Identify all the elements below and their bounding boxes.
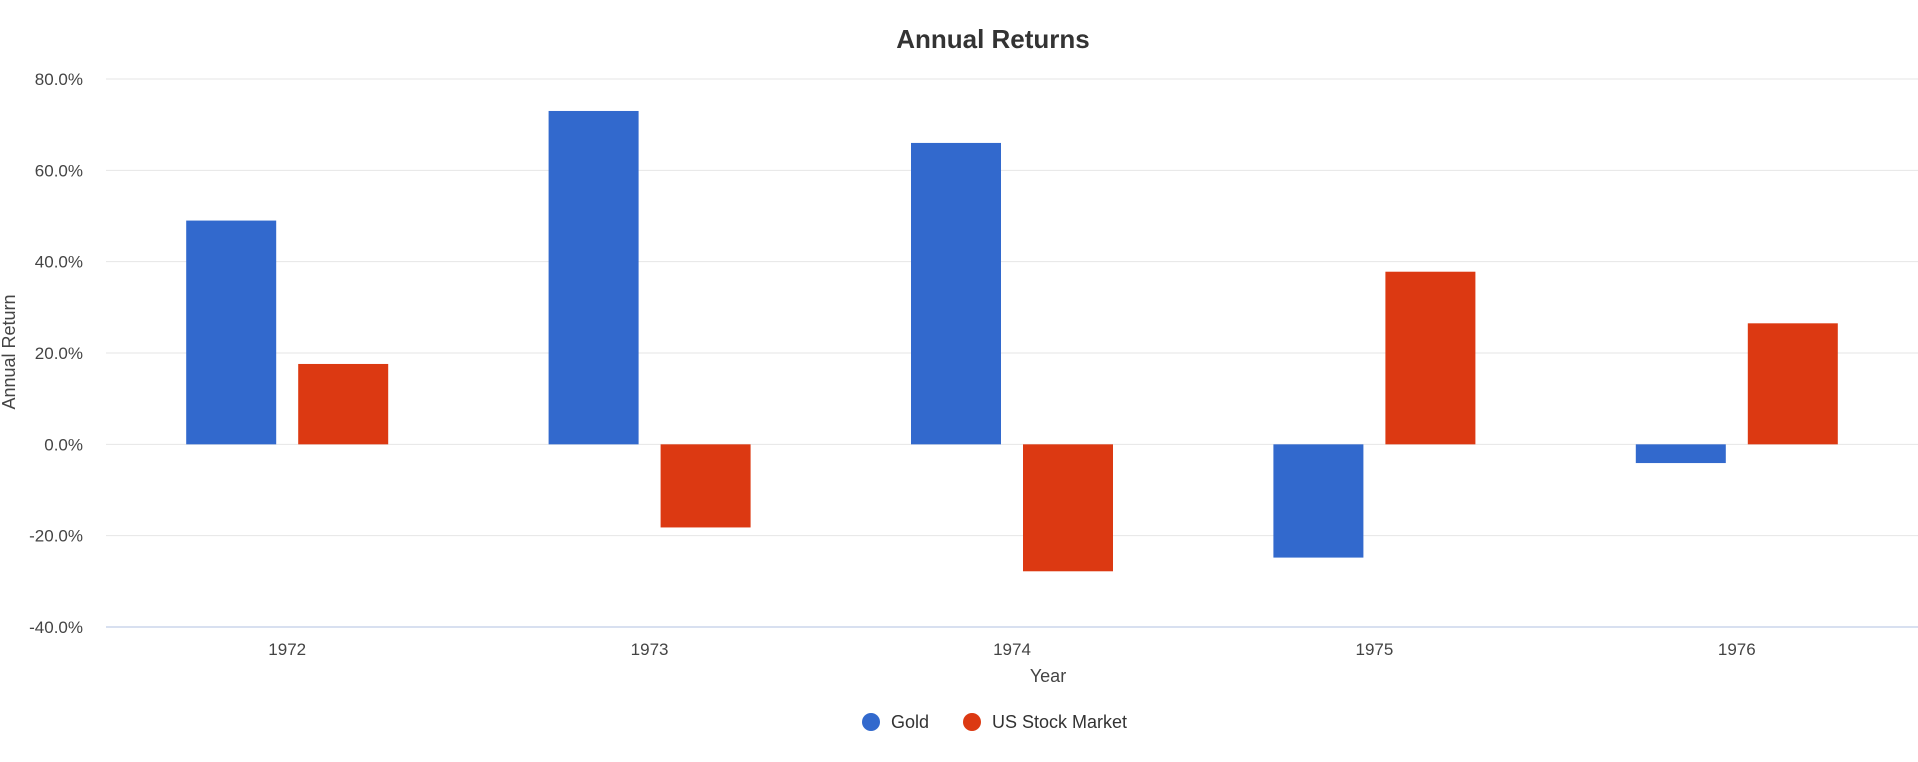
bar-us-stock-market-1975[interactable] — [1385, 271, 1476, 445]
bar-us-stock-market-1976[interactable] — [1747, 323, 1838, 445]
legend-marker — [963, 713, 981, 731]
x-tick-label: 1972 — [268, 640, 306, 659]
x-tick-label: 1975 — [1355, 640, 1393, 659]
bar-gold-1973[interactable] — [548, 110, 639, 445]
y-axis-title: Annual Return — [0, 294, 19, 409]
legend-item-gold[interactable]: Gold — [862, 712, 929, 732]
x-tick-label: 1974 — [993, 640, 1031, 659]
bar-gold-1975[interactable] — [1273, 444, 1364, 558]
bar-gold-1974[interactable] — [911, 142, 1001, 445]
bar-us-stock-market-1972[interactable] — [298, 363, 389, 445]
y-tick-label: 0.0% — [44, 435, 83, 454]
axes: 80.0% 60.0% 40.0% 20.0% 0.0% -20.0% -40.0% 1972… — [29, 70, 1918, 659]
bar-gold-1976[interactable] — [1635, 444, 1726, 464]
gridlines — [106, 78, 1918, 537]
legend-label: US Stock Market — [992, 712, 1127, 732]
x-axis-title: Year — [1030, 666, 1066, 686]
y-tick-label: 80.0% — [35, 70, 83, 89]
y-tick-label: 60.0% — [35, 161, 83, 180]
y-tick-label: -20.0% — [29, 527, 83, 546]
legend: Gold US Stock Market — [862, 712, 1127, 732]
y-tick-label: -40.0% — [29, 618, 83, 637]
x-tick-label: 1973 — [631, 640, 669, 659]
legend-label: Gold — [891, 712, 929, 732]
y-tick-label: 20.0% — [35, 344, 83, 363]
legend-item-us-stock-market[interactable]: US Stock Market — [963, 712, 1127, 732]
bar-gold-1972[interactable] — [186, 220, 277, 445]
bar-us-stock-market-1974[interactable] — [1023, 444, 1113, 572]
bars — [186, 110, 1838, 572]
legend-marker — [862, 713, 880, 731]
bar-us-stock-market-1973[interactable] — [660, 444, 751, 528]
x-tick-label: 1976 — [1718, 640, 1756, 659]
chart-title: Annual Returns — [896, 24, 1090, 54]
y-tick-label: 40.0% — [35, 253, 83, 272]
